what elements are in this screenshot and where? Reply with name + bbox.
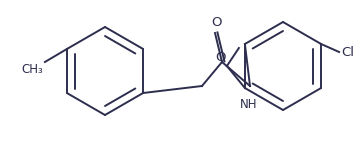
Text: CH₃: CH₃ [21,63,43,76]
Text: Cl: Cl [341,45,354,59]
Text: O: O [211,16,221,29]
Text: NH: NH [240,98,258,111]
Text: O: O [215,51,226,64]
